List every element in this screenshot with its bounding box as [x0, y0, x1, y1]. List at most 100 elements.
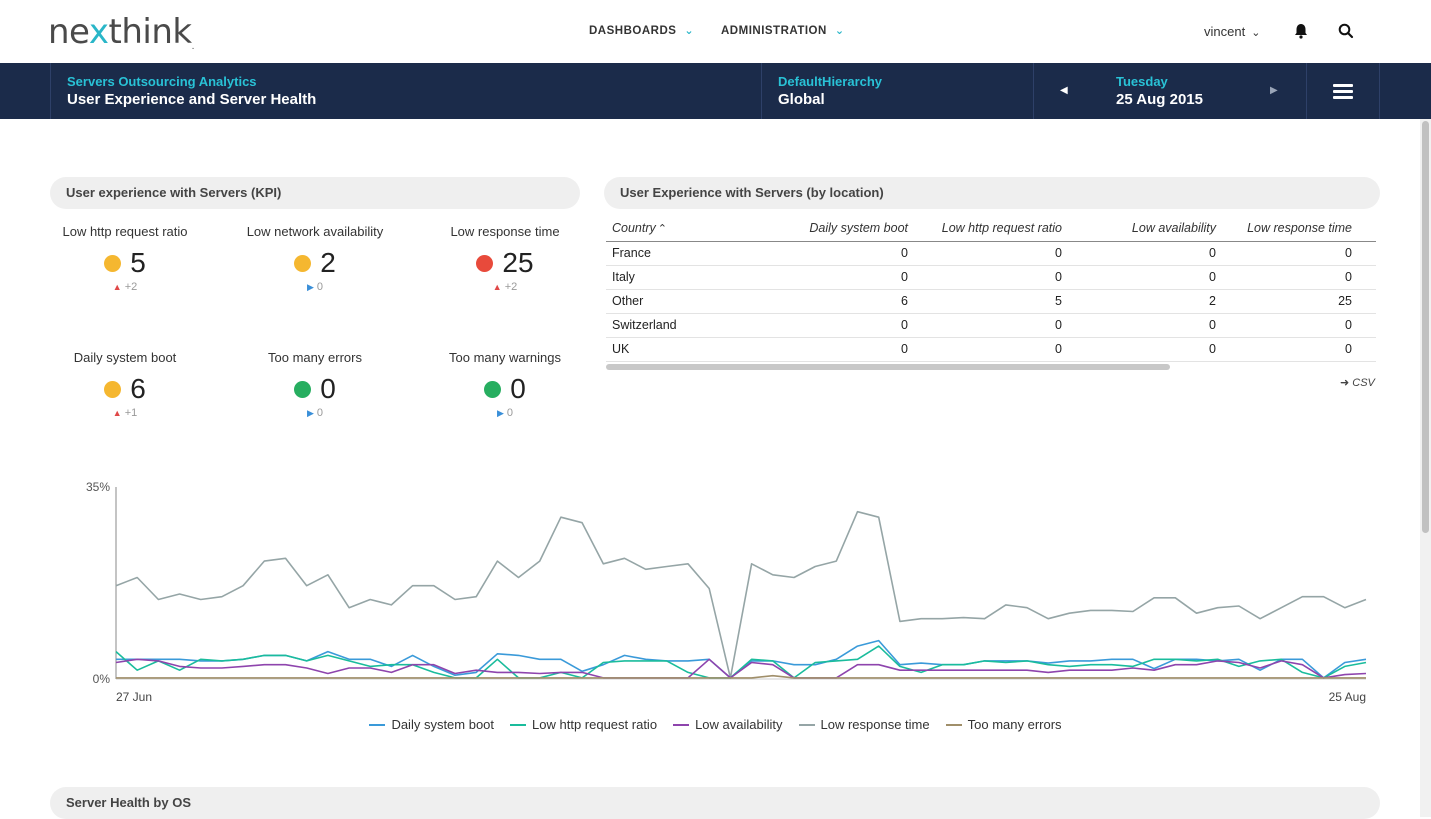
table-cell-country: UK — [606, 337, 760, 362]
context-header: Servers Outsourcing Analytics User Exper… — [0, 63, 1431, 119]
status-dot-icon — [294, 380, 312, 398]
kpi-tile[interactable]: Too many errors 0 ▶ 0 — [225, 350, 405, 419]
trend-flat-icon: ▶ — [306, 282, 314, 292]
column-header-low-http-request-ratio[interactable]: Low http request ratio — [914, 215, 1068, 242]
kpi-tile[interactable]: Too many warnings 0 ▶ 0 — [415, 350, 595, 419]
kpi-delta-value: +2 — [124, 281, 138, 293]
table-cell-value: 0 — [1068, 337, 1222, 362]
legend-item[interactable]: Low http request ratio — [510, 717, 657, 732]
series-line-too-many-errors[interactable] — [116, 674, 1366, 679]
legend-item[interactable]: Too many errors — [945, 717, 1062, 732]
date-value[interactable]: 25 Aug 2015 — [1116, 91, 1203, 108]
legend-swatch-icon — [510, 723, 527, 726]
table-cell-country: Other — [606, 289, 760, 314]
bell-icon[interactable] — [1292, 22, 1310, 40]
hierarchy-label[interactable]: DefaultHierarchy — [778, 74, 883, 89]
table-cell-value: 0 — [1222, 241, 1376, 266]
column-header-low-availability[interactable]: Low availability — [1068, 215, 1222, 242]
arrow-right-icon: ➜ — [1340, 377, 1350, 389]
hierarchy-value[interactable]: Global — [778, 91, 825, 108]
nexthink-logo[interactable]: nexthink. — [48, 12, 195, 52]
column-header-low-response-time[interactable]: Low response time — [1222, 215, 1376, 242]
column-header-label: Country — [612, 220, 656, 235]
table-cell-value: 0 — [914, 313, 1068, 338]
dashboard-group-label[interactable]: Servers Outsourcing Analytics — [67, 74, 257, 89]
table-cell-value: 0 — [1068, 241, 1222, 266]
kpi-label: Low network availability — [246, 224, 384, 239]
series-line-low-http-request-ratio[interactable] — [115, 645, 1367, 679]
y-tick-label-top: 35% — [86, 480, 110, 494]
previous-day-arrow-icon[interactable]: ◀ — [1060, 85, 1068, 96]
table-row[interactable]: Italy 0 0 0 0 — [606, 265, 1376, 290]
series-line-low-response-time[interactable] — [115, 510, 1367, 679]
status-dot-icon — [104, 254, 122, 272]
legend-item[interactable]: Low availability — [673, 717, 783, 732]
legend-swatch-icon — [369, 723, 386, 726]
y-tick-label-bottom: 0% — [93, 672, 111, 686]
logo-text-dot: . — [191, 42, 195, 52]
kpi-tile[interactable]: Low response time 25 ▲ +2 — [415, 224, 595, 293]
table-cell-value: 0 — [760, 337, 914, 362]
chevron-down-icon: ⌄ — [834, 25, 845, 37]
trend-up-icon: ▲ — [112, 282, 122, 292]
kpi-delta: ▲ +2 — [415, 281, 595, 293]
nav-administration[interactable]: ADMINISTRATION ⌄ — [721, 24, 845, 37]
chevron-down-icon: ⌄ — [684, 25, 695, 37]
kpi-label: Too many warnings — [449, 350, 561, 365]
kpi-tile[interactable]: Daily system boot 6 ▲ +1 — [35, 350, 215, 419]
table-horizontal-scrollbar[interactable] — [606, 364, 1170, 370]
search-icon[interactable] — [1337, 22, 1355, 40]
nav-administration-label: ADMINISTRATION — [721, 25, 827, 37]
header-divider — [50, 63, 51, 119]
legend-label: Low availability — [695, 717, 783, 732]
scrollbar-thumb[interactable] — [1422, 121, 1429, 533]
chart-legend: Daily system boot Low http request ratio L… — [0, 717, 1431, 732]
table-row[interactable]: Other 6 5 2 25 — [606, 289, 1376, 314]
legend-swatch-icon — [798, 723, 815, 726]
header-divider — [1379, 63, 1380, 119]
table-cell-value: 0 — [1222, 337, 1376, 362]
kpi-delta: ▶ 0 — [225, 281, 405, 293]
table-cell-value: 0 — [1068, 265, 1222, 290]
kpi-value-row: 6 — [35, 375, 215, 403]
table-cell-value: 0 — [1068, 313, 1222, 338]
hamburger-menu-icon[interactable] — [1333, 84, 1353, 99]
csv-export-link[interactable]: ➜ CSV — [1340, 376, 1375, 389]
kpi-value-row: 2 — [225, 249, 405, 277]
legend-label: Daily system boot — [391, 717, 495, 732]
nav-dashboards[interactable]: DASHBOARDS ⌄ — [589, 24, 694, 37]
kpi-delta: ▲ +2 — [35, 281, 215, 293]
next-day-arrow-icon[interactable]: ▶ — [1270, 85, 1278, 96]
table-row[interactable]: Switzerland 0 0 0 0 — [606, 313, 1376, 338]
user-menu[interactable]: vincent ⌄ — [1204, 24, 1260, 39]
trend-line-chart: 35% 0% 27 Jun 25 Aug — [86, 480, 1367, 704]
legend-item[interactable]: Low response time — [798, 717, 930, 732]
column-header-daily-system-boot[interactable]: Daily system boot — [760, 215, 914, 242]
series-line-low-availability[interactable] — [115, 658, 1367, 679]
kpi-tile[interactable]: Low http request ratio 5 ▲ +2 — [35, 224, 215, 293]
kpi-delta: ▲ +1 — [35, 407, 215, 419]
table-cell-value: 2 — [1068, 289, 1222, 314]
table-cell-value: 0 — [914, 265, 1068, 290]
trend-flat-icon: ▶ — [496, 408, 504, 418]
table-cell-country: Italy — [606, 265, 760, 290]
date-weekday[interactable]: Tuesday — [1116, 74, 1168, 89]
kpi-tile[interactable]: Low network availability 2 ▶ 0 — [225, 224, 405, 293]
kpi-delta-value: 0 — [316, 281, 324, 293]
table-cell-value: 0 — [914, 241, 1068, 266]
dashboard-title[interactable]: User Experience and Server Health — [67, 91, 317, 108]
kpi-value: 25 — [502, 247, 534, 278]
legend-label: Low http request ratio — [532, 717, 658, 732]
vertical-scrollbar[interactable] — [1420, 119, 1431, 817]
table-cell-value: 25 — [1222, 289, 1376, 314]
legend-item[interactable]: Daily system boot — [369, 717, 494, 732]
table-row[interactable]: France 0 0 0 0 — [606, 241, 1376, 266]
kpi-label: Daily system boot — [73, 350, 177, 365]
x-tick-label-end: 25 Aug — [1329, 690, 1366, 704]
kpi-value: 6 — [130, 373, 146, 404]
kpi-value-row: 0 — [225, 375, 405, 403]
column-header-country[interactable]: Country ⌃ — [606, 215, 760, 242]
kpi-delta: ▶ 0 — [225, 407, 405, 419]
table-row[interactable]: UK 0 0 0 0 — [606, 337, 1376, 362]
kpi-delta-value: 0 — [316, 407, 324, 419]
